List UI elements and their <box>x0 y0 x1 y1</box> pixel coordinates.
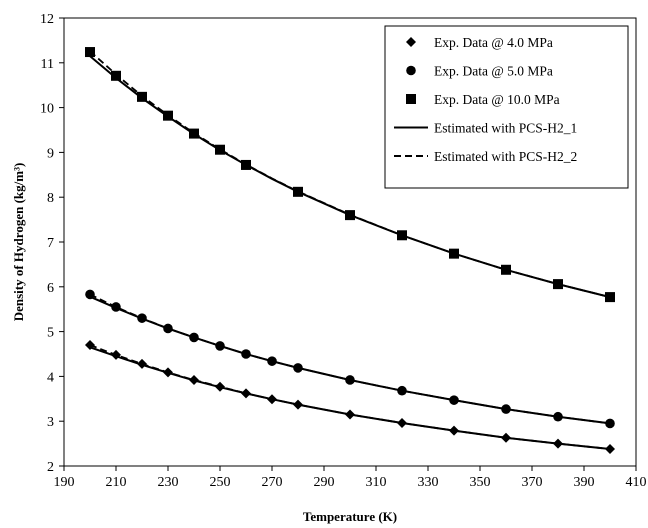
data-point <box>215 341 225 351</box>
data-point <box>553 438 563 449</box>
data-point <box>215 144 225 155</box>
y-tick-label: 8 <box>47 191 54 206</box>
y-tick-label: 4 <box>47 370 54 385</box>
x-tick-label: 190 <box>54 475 75 490</box>
y-tick-label: 6 <box>47 281 54 296</box>
data-point <box>293 399 303 410</box>
data-point <box>449 248 459 259</box>
data-point <box>189 128 199 139</box>
data-point <box>501 404 511 414</box>
legend: Exp. Data @ 4.0 MPa Exp. Data @ 5.0 MPa Ex… <box>384 25 629 189</box>
data-point <box>85 289 95 300</box>
y-tick-label: 10 <box>40 102 54 117</box>
data-point <box>553 279 563 290</box>
data-point <box>267 356 277 366</box>
x-axis-title: Temperature (K) <box>303 509 397 524</box>
y-tick-label: 11 <box>41 57 54 72</box>
series-diamond <box>85 340 615 454</box>
legend-symbol-diamond <box>406 37 416 47</box>
legend-symbol-square <box>406 94 416 104</box>
data-point <box>605 292 615 303</box>
x-tick-label: 370 <box>522 475 543 490</box>
data-point <box>137 91 147 102</box>
data-point <box>241 349 251 359</box>
x-tick-label: 290 <box>314 475 335 490</box>
legend-label: Exp. Data @ 5.0 MPa <box>434 64 553 79</box>
data-point <box>189 332 199 343</box>
x-tick-label: 250 <box>210 475 231 490</box>
data-point <box>111 302 121 312</box>
estimated-line-pcs-h2-2 <box>89 50 611 298</box>
data-point <box>163 110 173 121</box>
y-axis-title: Density of Hydrogen (kg/m³) <box>11 163 26 322</box>
data-point <box>293 363 303 373</box>
x-tick-label: 350 <box>470 475 491 490</box>
data-point <box>137 313 147 323</box>
y-tick-label: 7 <box>47 236 54 251</box>
data-point <box>449 395 459 405</box>
series-circle <box>85 289 615 429</box>
data-point <box>397 230 407 241</box>
x-tick-label: 390 <box>574 475 595 490</box>
y-tick-label: 2 <box>47 460 54 475</box>
x-tick-label: 210 <box>106 475 127 490</box>
data-point <box>267 394 277 405</box>
data-point <box>345 210 355 221</box>
data-point <box>345 409 355 420</box>
series-square <box>85 47 615 303</box>
data-point <box>111 70 121 81</box>
y-tick-label: 12 <box>40 12 54 27</box>
data-point <box>137 358 147 369</box>
data-point <box>85 47 95 58</box>
data-point <box>241 388 251 399</box>
y-axis: 2 3 4 5 6 7 8 9 10 11 12 <box>40 12 64 475</box>
x-tick-label: 230 <box>158 475 179 490</box>
x-tick-label: 270 <box>262 475 283 490</box>
legend-label: Exp. Data @ 4.0 MPa <box>434 35 553 50</box>
data-point <box>85 340 95 351</box>
data-point <box>189 374 199 385</box>
data-point <box>501 264 511 275</box>
data-point <box>215 381 225 392</box>
estimated-line-pcs-h2-2 <box>89 293 611 425</box>
data-point <box>345 375 355 385</box>
x-tick-label: 410 <box>626 475 647 490</box>
legend-label: Exp. Data @ 10.0 MPa <box>434 92 560 107</box>
y-tick-label: 5 <box>47 326 54 341</box>
data-point <box>605 443 615 454</box>
data-point <box>605 418 615 429</box>
data-point <box>293 186 303 197</box>
legend-label: Estimated with PCS-H2_2 <box>434 149 577 164</box>
data-point <box>397 385 407 396</box>
series-layer <box>85 47 615 454</box>
data-point <box>501 432 511 443</box>
data-point <box>397 417 407 428</box>
data-point <box>111 349 121 360</box>
y-tick-label: 3 <box>47 415 54 430</box>
x-axis: 190 210 230 250 270 290 310 330 350 370 390 410 <box>54 466 647 490</box>
data-point <box>163 323 173 334</box>
legend-label: Estimated with PCS-H2_1 <box>434 121 577 136</box>
y-tick-label: 9 <box>47 146 54 161</box>
data-point <box>449 425 459 436</box>
x-tick-label: 310 <box>366 475 387 490</box>
x-tick-label: 330 <box>418 475 439 490</box>
legend-symbol-circle <box>406 65 416 76</box>
legend-box <box>384 25 629 189</box>
data-point <box>163 367 173 378</box>
data-point <box>553 411 563 422</box>
data-point <box>241 159 251 170</box>
